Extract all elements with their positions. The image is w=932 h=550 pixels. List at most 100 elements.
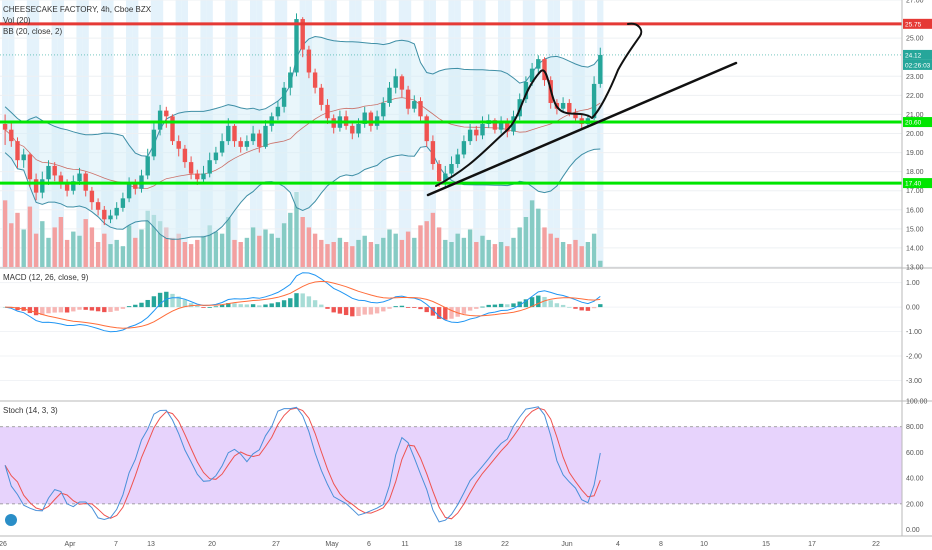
macd-histogram-bar: [517, 301, 522, 308]
volume-bar: [164, 227, 169, 267]
candle-body: [424, 116, 429, 142]
volume-bar: [374, 244, 380, 267]
volume-bar: [362, 235, 367, 267]
candle-body: [40, 179, 45, 193]
volume-bar: [52, 227, 57, 267]
macd-histogram-bar: [492, 304, 498, 308]
candle-body: [387, 87, 392, 103]
macd-histogram-bar: [300, 293, 305, 308]
volume-bar: [102, 233, 107, 267]
macd-histogram-bar: [591, 307, 597, 309]
tradingview-logo-icon: [5, 514, 17, 526]
stoch-band-fill: [0, 426, 902, 504]
candle-body: [418, 101, 423, 117]
volume-bar: [474, 242, 479, 267]
time-axis-label: 7: [114, 541, 118, 548]
volume-bar: [368, 242, 374, 267]
volume-bar: [424, 221, 429, 267]
price-tick-label: 19.00: [906, 150, 924, 157]
macd-indicator-label[interactable]: MACD (12, 26, close, 9): [3, 273, 89, 282]
candle-body: [461, 141, 467, 155]
candle-body: [598, 54, 603, 84]
volume-bar: [455, 233, 460, 267]
stoch-tick-label: 60.00: [906, 450, 924, 457]
volume-bar: [64, 239, 70, 267]
macd-histogram-bar: [542, 296, 547, 308]
candle-body: [412, 101, 417, 109]
macd-histogram-bar: [275, 302, 281, 308]
candle-body: [195, 173, 200, 180]
candle-body: [350, 125, 355, 134]
macd-histogram-bar: [33, 307, 39, 316]
macd-histogram-bar: [232, 303, 237, 308]
volume-bar: [33, 233, 39, 267]
candle-body: [319, 87, 324, 105]
volume-indicator-label[interactable]: Vol (20): [3, 16, 31, 25]
candle-body: [15, 141, 20, 161]
macd-histogram-bar: [102, 307, 107, 313]
macd-histogram-bar: [368, 307, 374, 315]
macd-histogram-bar: [89, 307, 95, 311]
price-tick-label: 16.00: [906, 207, 924, 214]
time-axis-label: 6: [367, 541, 371, 548]
candle-body: [182, 148, 188, 163]
candle-body: [232, 125, 237, 142]
macd-histogram-bar: [83, 307, 88, 310]
macd-histogram-bar: [71, 307, 76, 312]
macd-histogram-bar: [52, 307, 57, 313]
volume-bar: [77, 235, 82, 267]
candle-body: [362, 112, 367, 124]
volume-bar: [418, 225, 423, 267]
volume-bar: [120, 246, 126, 267]
candle-body: [263, 125, 268, 147]
volume-bar: [542, 227, 547, 267]
price-tick-label: 27.00: [906, 0, 924, 5]
volume-bar: [517, 227, 522, 267]
macd-histogram-bar: [257, 305, 262, 308]
candle-body: [381, 102, 386, 117]
price-tick-label: 15.00: [906, 226, 924, 233]
volume-bar: [226, 217, 231, 267]
candle-body: [46, 165, 51, 180]
candle-body: [102, 209, 107, 220]
candle-body: [77, 173, 82, 182]
macd-histogram-bar: [418, 307, 423, 310]
volume-bar: [480, 235, 485, 267]
macd-histogram-bar: [133, 304, 138, 308]
volume-bar: [15, 212, 20, 267]
macd-histogram-bar: [443, 307, 448, 320]
macd-histogram-bar: [306, 296, 312, 308]
bollinger-indicator-label[interactable]: BB (20, close, 2): [3, 27, 63, 36]
price-tick-label: 13.00: [906, 265, 924, 272]
candle-body: [567, 102, 572, 113]
volume-bar: [232, 239, 237, 267]
candle-body: [536, 59, 541, 69]
candle-body: [542, 59, 547, 81]
candle-body: [133, 183, 138, 189]
volume-bar: [145, 210, 150, 267]
macd-histogram-bar: [201, 307, 206, 308]
candle-body: [250, 133, 256, 142]
candle-body: [368, 112, 374, 126]
volume-bar: [182, 242, 188, 267]
macd-tick-label: -2.00: [906, 354, 922, 361]
time-axis-label: 13: [147, 541, 155, 548]
volume-bar: [554, 237, 560, 267]
macd-histogram-bar: [288, 298, 293, 308]
macd-histogram-bar: [139, 302, 144, 308]
price-tick-label: 22.00: [906, 93, 924, 100]
timer-badge: 02:26:03: [905, 62, 931, 69]
macd-tick-label: 0.00: [906, 305, 920, 312]
user-drawings: [426, 22, 738, 197]
macd-histogram-bar: [195, 305, 200, 308]
volume-bar: [536, 208, 541, 267]
macd-pane: [0, 272, 902, 381]
stoch-indicator-label[interactable]: Stoch (14, 3, 3): [3, 406, 58, 415]
volume-bar: [467, 229, 473, 267]
candle-body: [176, 141, 181, 149]
price-tick-label: 21.00: [906, 112, 924, 119]
price-badges: 25.75 24.12 02:26:03 20.60 17.40: [5, 18, 932, 526]
volume-bar: [46, 237, 51, 267]
